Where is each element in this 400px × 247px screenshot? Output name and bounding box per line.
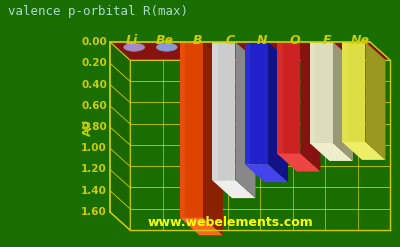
Text: 1.00: 1.00: [81, 143, 107, 153]
Text: Ne: Ne: [350, 34, 369, 47]
Polygon shape: [370, 42, 390, 230]
Text: Li: Li: [126, 34, 138, 47]
Ellipse shape: [124, 43, 145, 51]
Text: O: O: [290, 34, 300, 47]
Polygon shape: [342, 42, 348, 142]
Polygon shape: [236, 42, 256, 198]
Polygon shape: [244, 42, 250, 164]
Polygon shape: [300, 42, 320, 172]
Text: 1.60: 1.60: [81, 207, 107, 217]
Polygon shape: [110, 42, 130, 230]
Polygon shape: [110, 42, 130, 230]
Polygon shape: [110, 42, 390, 60]
Polygon shape: [366, 42, 386, 160]
Polygon shape: [244, 164, 288, 182]
Polygon shape: [268, 42, 288, 182]
Text: 1.40: 1.40: [81, 186, 107, 196]
Polygon shape: [310, 143, 353, 161]
Text: 0.40: 0.40: [81, 80, 107, 89]
Polygon shape: [310, 42, 333, 143]
Text: AU: AU: [83, 118, 93, 136]
Polygon shape: [342, 42, 366, 142]
Text: B: B: [192, 34, 202, 47]
Polygon shape: [310, 42, 316, 143]
Polygon shape: [277, 42, 300, 154]
Polygon shape: [130, 60, 390, 230]
Polygon shape: [333, 42, 353, 161]
Text: www.webelements.com: www.webelements.com: [147, 216, 313, 229]
Polygon shape: [180, 217, 223, 235]
Text: F: F: [323, 34, 332, 47]
Text: valence p-orbital R(max): valence p-orbital R(max): [8, 5, 188, 18]
Text: Be: Be: [156, 34, 174, 47]
Polygon shape: [180, 42, 203, 217]
Polygon shape: [342, 142, 386, 160]
Text: 1.20: 1.20: [81, 165, 107, 174]
Text: 0.20: 0.20: [81, 58, 107, 68]
Polygon shape: [180, 42, 186, 217]
Text: 0.00: 0.00: [81, 37, 107, 47]
Polygon shape: [277, 42, 283, 154]
Polygon shape: [203, 42, 223, 235]
Polygon shape: [212, 180, 256, 198]
Polygon shape: [244, 42, 268, 164]
Polygon shape: [277, 154, 320, 172]
Ellipse shape: [156, 43, 177, 51]
Text: 0.60: 0.60: [81, 101, 107, 111]
Text: 0.80: 0.80: [81, 122, 107, 132]
Text: N: N: [257, 34, 268, 47]
Text: C: C: [225, 34, 234, 47]
Polygon shape: [212, 42, 236, 180]
Polygon shape: [212, 42, 218, 180]
